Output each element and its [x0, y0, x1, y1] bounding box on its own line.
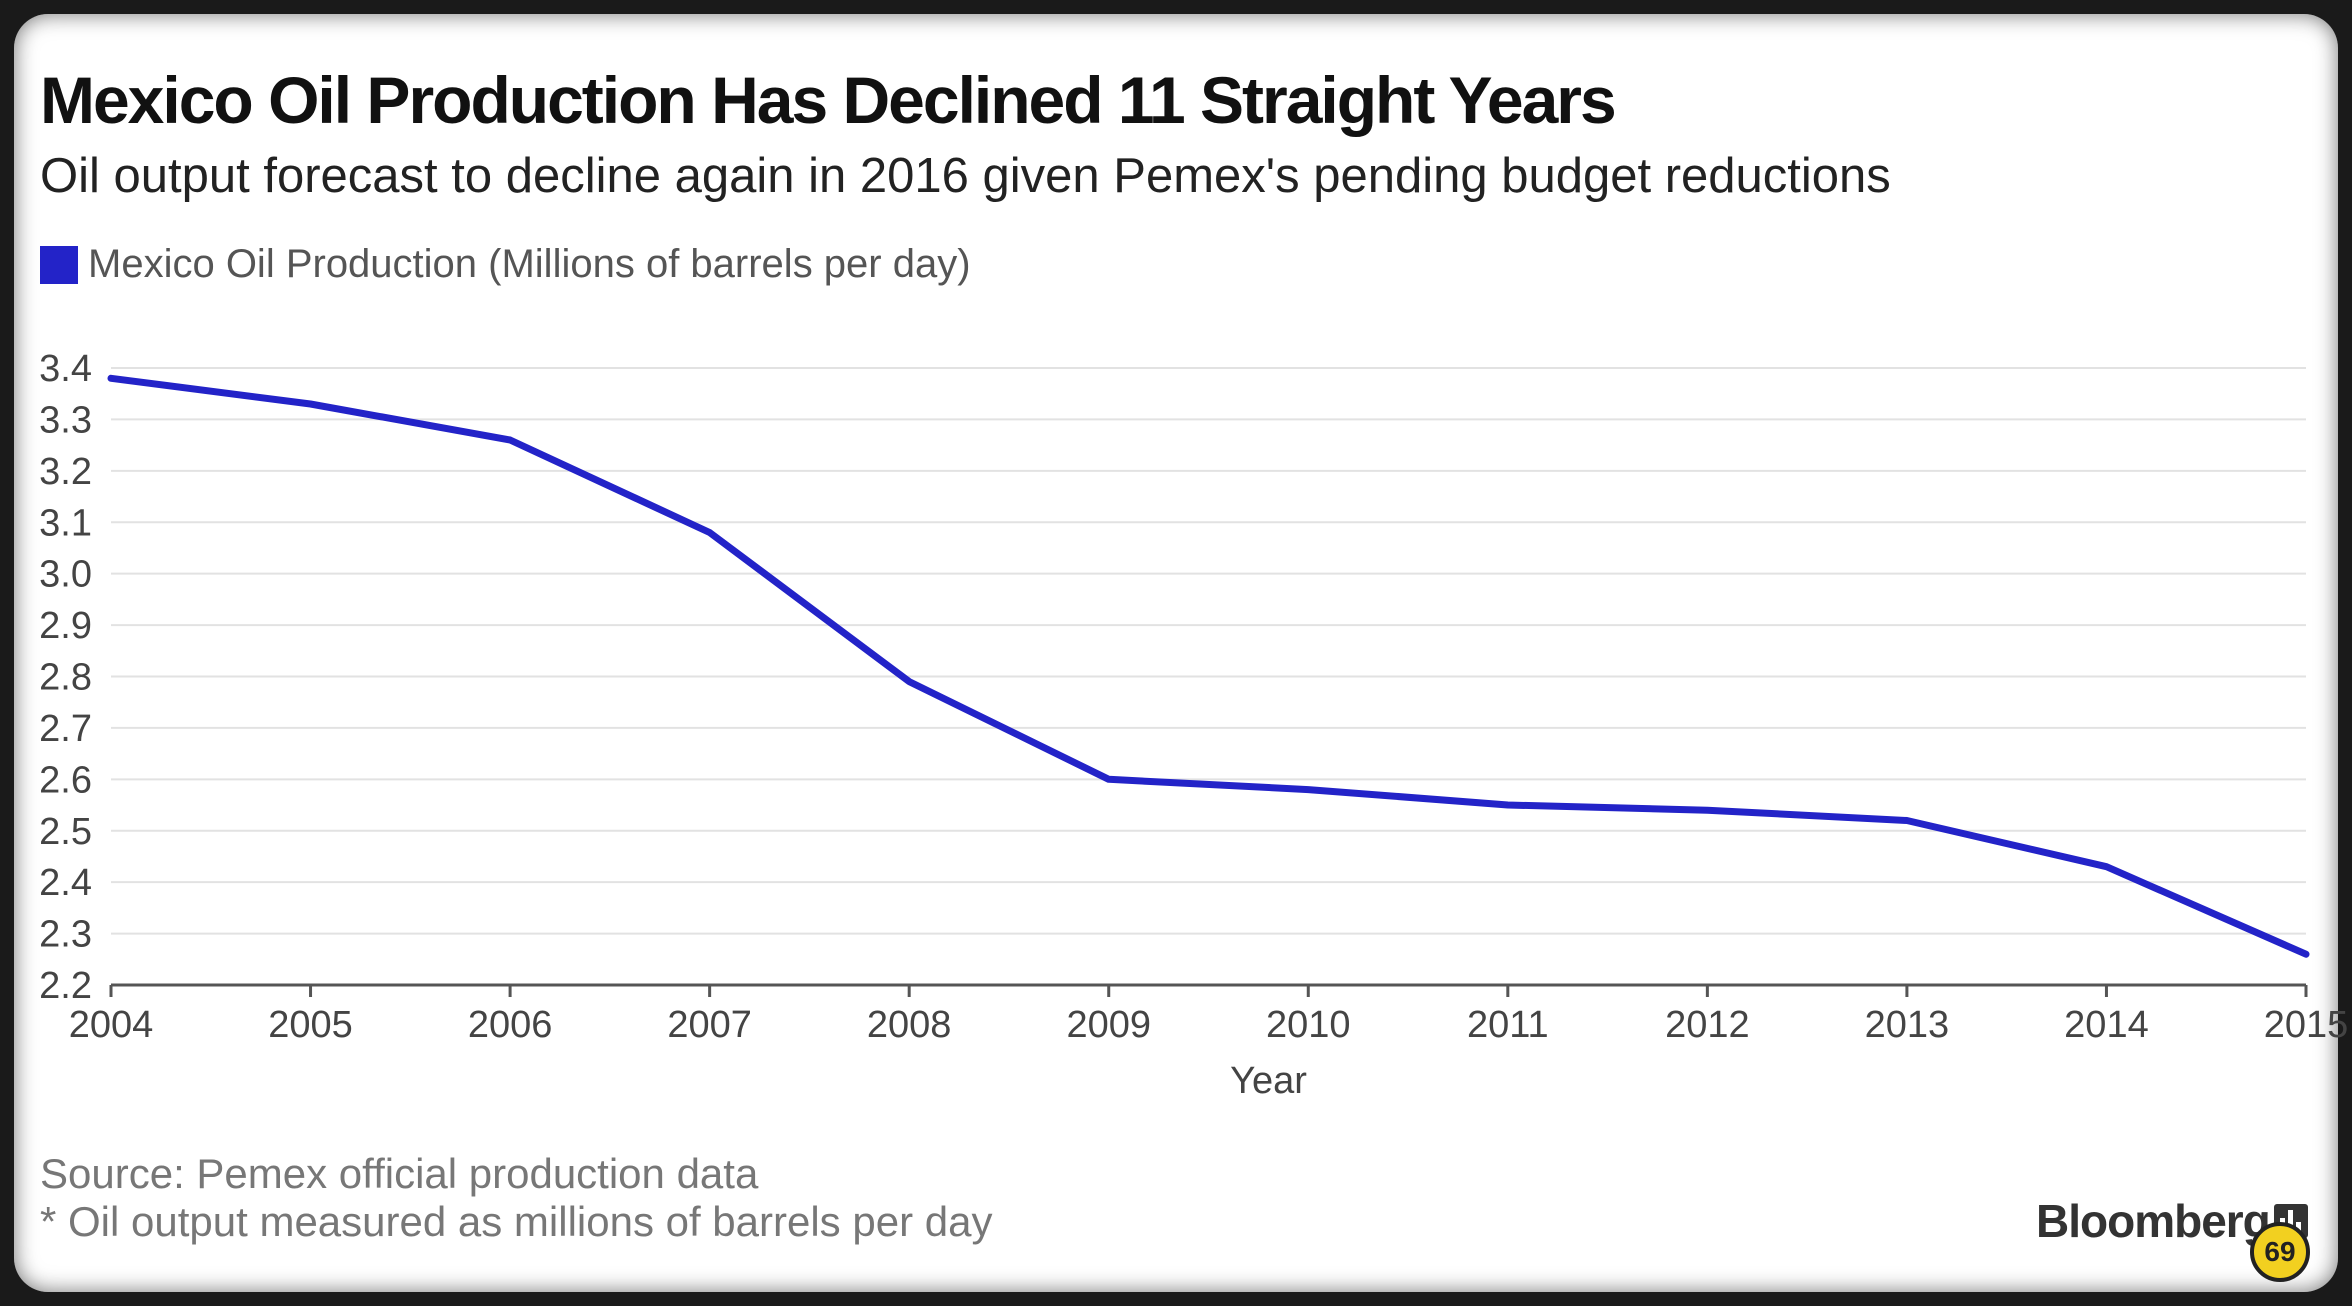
- x-tick-label: 2006: [468, 1004, 553, 1046]
- data-point: [1506, 804, 1509, 807]
- y-tick-label: 2.6: [39, 759, 92, 801]
- x-tick-label: 2012: [1665, 1004, 1750, 1046]
- y-tick-label: 2.9: [39, 605, 92, 647]
- data-point: [708, 531, 711, 534]
- legend-swatch: [40, 245, 78, 284]
- source-note: Source: Pemex official production data: [40, 1150, 759, 1197]
- x-axis-ticks: 2004 2005 2006 2007 2008 2009 2010 2011 2012 2013…: [69, 985, 2349, 1046]
- series-line: [107, 374, 2310, 958]
- x-tick-label: 2014: [2064, 1004, 2149, 1046]
- x-tick-label: 2010: [1266, 1004, 1351, 1046]
- x-axis-title: Year: [1230, 1060, 1307, 1102]
- data-point: [1307, 788, 1310, 791]
- y-tick-label: 2.4: [39, 862, 92, 904]
- chart-subtitle: Oil output forecast to decline again in …: [40, 149, 1891, 203]
- data-point: [908, 680, 911, 683]
- gridlines: [111, 367, 2306, 935]
- x-tick-label: 2005: [268, 1004, 353, 1046]
- x-tick-label: 2013: [1865, 1004, 1950, 1046]
- y-tick-label: 2.2: [39, 965, 92, 1007]
- data-point: [2305, 953, 2307, 956]
- data-point: [1905, 819, 1908, 822]
- footnote: * Oil output measured as millions of bar…: [40, 1198, 993, 1245]
- y-tick-label: 2.8: [39, 657, 92, 699]
- y-tick-label: 3.1: [39, 502, 92, 544]
- watermark-badge-icon: 69: [2250, 1222, 2310, 1282]
- y-tick-label: 3.3: [39, 399, 92, 441]
- y-axis-ticks: 3.4 3.3 3.2 3.1 3.0 2.9 2.8 2.7 2.6 2.5 2.4 2.3 2.2: [39, 348, 92, 1007]
- x-tick-label: 2009: [1066, 1004, 1151, 1046]
- x-tick-label: 2004: [69, 1004, 154, 1046]
- brand-name: Bloomberg: [2036, 1195, 2271, 1247]
- legend-label: Mexico Oil Production (Millions of barre…: [88, 242, 971, 286]
- y-tick-label: 2.3: [39, 914, 92, 956]
- data-point: [1107, 778, 1110, 781]
- data-point: [1706, 809, 1709, 812]
- x-tick-label: 2007: [667, 1004, 752, 1046]
- y-tick-label: 3.0: [39, 554, 92, 596]
- chart-card: [14, 14, 2338, 1292]
- y-tick-label: 2.7: [39, 708, 92, 750]
- data-point: [110, 377, 112, 380]
- legend: Mexico Oil Production (Millions of barre…: [40, 242, 971, 287]
- y-tick-label: 2.5: [39, 811, 92, 853]
- x-tick-label: 2008: [867, 1004, 952, 1046]
- series-lines: [107, 374, 2310, 958]
- x-tick-label: 2015: [2264, 1004, 2349, 1046]
- data-point: [309, 402, 312, 405]
- x-tick-label: 2011: [1467, 1004, 1549, 1046]
- chart-title: Mexico Oil Production Has Declined 11 St…: [40, 63, 1617, 137]
- data-point: [2105, 865, 2108, 868]
- data-point: [509, 438, 512, 441]
- y-tick-label: 3.4: [39, 348, 92, 390]
- y-tick-label: 3.2: [39, 451, 92, 493]
